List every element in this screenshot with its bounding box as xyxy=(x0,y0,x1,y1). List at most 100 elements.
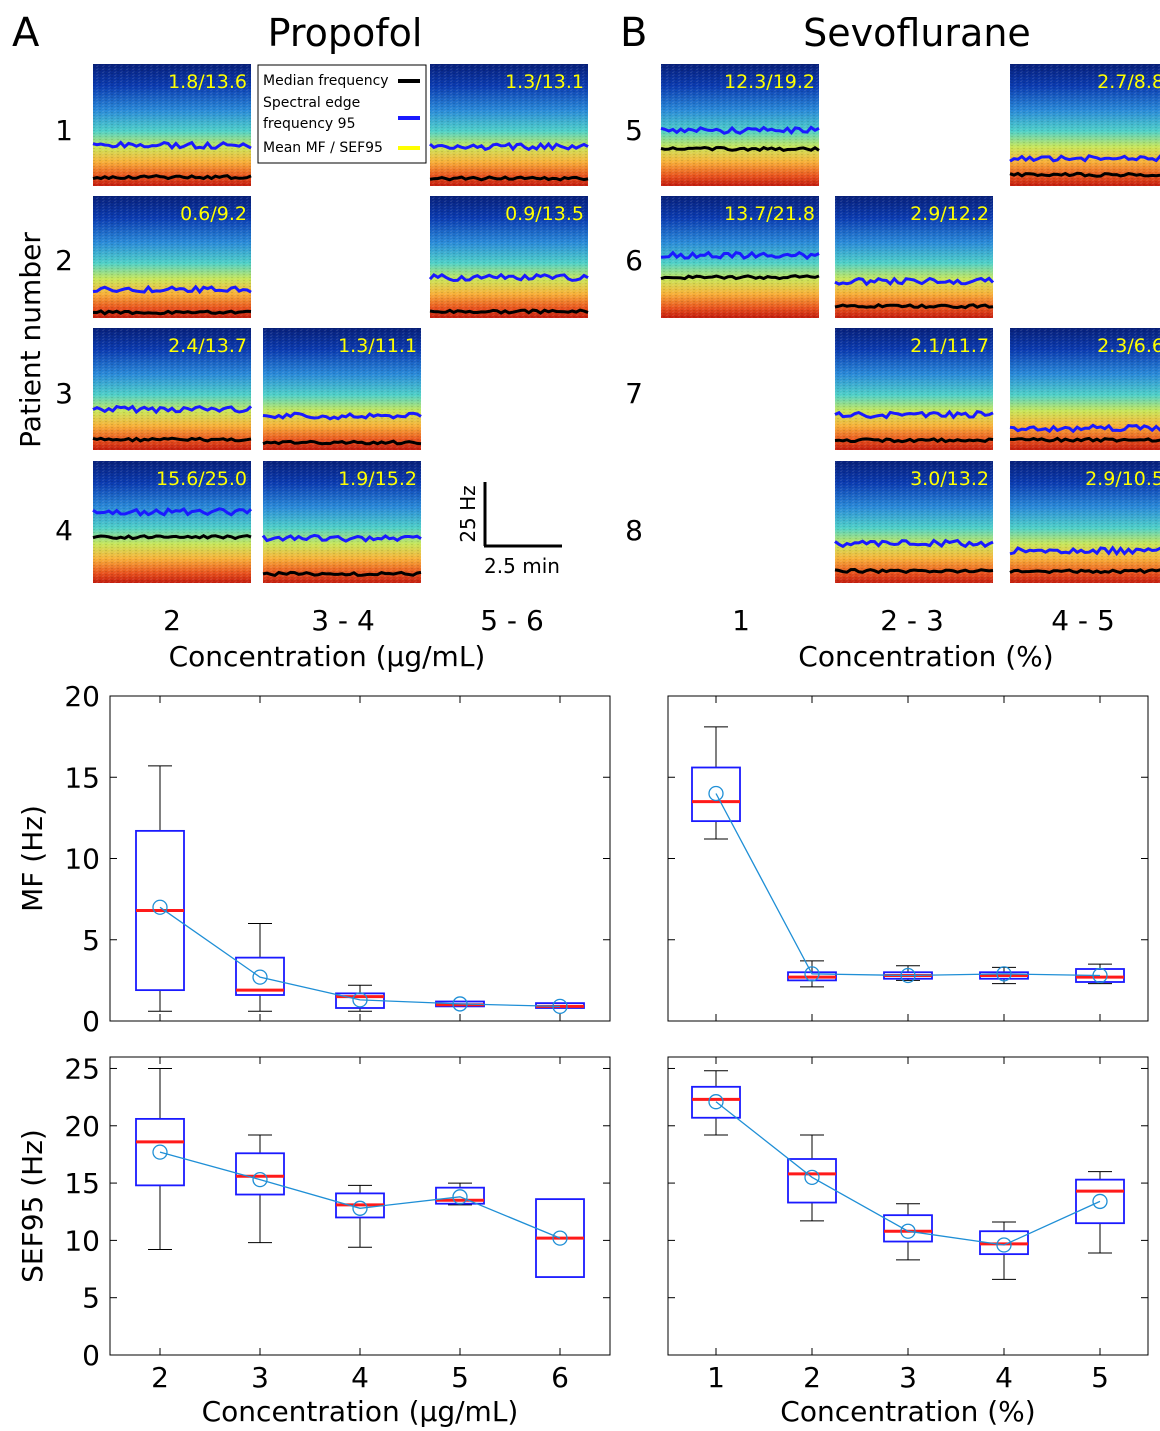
panel-letter-b: B xyxy=(620,10,647,56)
mf-trace xyxy=(262,439,422,446)
tile-mean-label: 15.6/25.0 xyxy=(156,468,247,490)
panel-letter-a: A xyxy=(12,10,40,56)
y-axis-label: SEF95 (Hz) xyxy=(16,1129,49,1283)
spectrogram-texture xyxy=(93,461,251,583)
spectrogram-texture xyxy=(430,64,588,186)
scale-bar-y-label: 25 Hz xyxy=(456,485,480,542)
spectrogram-tile: 15.6/25.0 xyxy=(92,461,253,583)
x-tick-label: 2 xyxy=(151,1361,169,1394)
x-tick-label: 6 xyxy=(551,1361,569,1394)
tile-mean-label: 2.4/13.7 xyxy=(168,335,247,357)
sef95-trace xyxy=(261,533,422,543)
mf-trace xyxy=(1009,171,1160,178)
propofol-spectrogram-grid: 1.8/13.6 1.3/13.1 0.6/9.2 0.9/13.5 2.4/13.7 1… xyxy=(92,64,589,583)
x-tick-label: 4 xyxy=(995,1361,1013,1394)
spectrogram-texture xyxy=(263,328,421,450)
plot-frame xyxy=(109,695,611,1022)
tile-mean-label: 2.9/10.5 xyxy=(1085,468,1160,490)
spectrogram-tile: 1.9/15.2 xyxy=(261,461,422,583)
y-tick-label: 5 xyxy=(82,1282,100,1315)
sevoflurane-mf-boxplot xyxy=(667,695,1149,1022)
x-tick-label: 4 xyxy=(351,1361,369,1394)
y-tick-label: 5 xyxy=(82,924,100,957)
y-tick-label: 25 xyxy=(64,1052,100,1085)
x-tick-label: 3 xyxy=(899,1361,917,1394)
tile-mean-label: 0.6/9.2 xyxy=(180,203,247,225)
y-tick-label: 10 xyxy=(64,843,100,876)
y-tick-label: 20 xyxy=(64,680,100,713)
mf-trace xyxy=(429,175,589,182)
spectrogram-texture xyxy=(835,328,993,450)
x-axis-label: Concentration (%) xyxy=(780,1395,1035,1428)
spectrogram-tile: 2.9/12.2 xyxy=(834,196,995,318)
x-tick-label: 2 xyxy=(803,1361,821,1394)
mf-trace xyxy=(1009,568,1160,575)
mf-trace xyxy=(1009,436,1160,443)
box-2 xyxy=(787,1134,837,1222)
mean-trend-line xyxy=(159,906,561,1008)
mean-marker xyxy=(708,1094,724,1110)
spectrogram-tile: 13.7/21.8 xyxy=(660,196,820,318)
spectrogram-tile: 2.1/11.7 xyxy=(834,328,994,450)
spectrogram-texture xyxy=(93,64,251,186)
spectrogram-tile: 1.8/13.6 xyxy=(92,64,252,186)
title-propofol: Propofol xyxy=(268,11,423,55)
mean-marker xyxy=(804,1169,820,1185)
box-2 xyxy=(135,1067,185,1251)
sef95-trace xyxy=(92,404,253,415)
spectrogram-texture xyxy=(835,461,993,583)
mean-marker xyxy=(152,899,168,915)
mean-marker xyxy=(352,992,368,1008)
patient-label: 5 xyxy=(625,114,643,147)
sef95-trace xyxy=(92,507,253,517)
spectrogram-texture xyxy=(661,64,819,186)
spectrogram-tile: 2.4/13.7 xyxy=(92,328,253,450)
sef95-trace xyxy=(660,250,820,261)
patient-label: 2 xyxy=(55,244,73,277)
legend-mf-label: Median frequency xyxy=(263,73,389,89)
spectrogram-texture xyxy=(835,196,993,318)
tile-mean-label: 1.8/13.6 xyxy=(168,71,247,93)
sef95-trace xyxy=(429,141,589,152)
tile-mean-label: 2.3/6.6 xyxy=(1097,335,1160,357)
y-tick-label: 15 xyxy=(64,761,100,794)
scale-bar: 25 Hz 2.5 min xyxy=(456,482,562,578)
column-label: 2 xyxy=(163,604,181,637)
title-sevoflurane: Sevoflurane xyxy=(803,11,1031,55)
spectrogram-tile: 2.3/6.6 xyxy=(1009,328,1160,450)
legend-sef-label-2: frequency 95 xyxy=(263,116,355,132)
mf-trace xyxy=(92,174,252,181)
iqr-box xyxy=(1075,1178,1125,1225)
sef95-trace xyxy=(834,409,994,420)
mean-trend-line xyxy=(159,1151,561,1239)
tile-mean-label: 1.3/13.1 xyxy=(505,71,584,93)
spectrogram-tile: 1.3/11.1 xyxy=(262,328,422,450)
mean-marker xyxy=(708,785,724,802)
mean-marker xyxy=(1092,1193,1108,1210)
propofol-column-labels: 2 3 - 4 5 - 6 xyxy=(163,604,544,637)
patient-label: 3 xyxy=(55,377,73,410)
iqr-box xyxy=(235,1152,285,1196)
sevoflurane-sef95-boxplot: 1 2 3 4 5 Concentration (%) xyxy=(667,1056,1149,1428)
y-tick-label: 0 xyxy=(82,1005,100,1038)
patient-label: 4 xyxy=(55,514,73,547)
column-label: 2 - 3 xyxy=(880,604,944,637)
mf-trace xyxy=(429,308,589,315)
box-4 xyxy=(335,1184,385,1248)
tile-mean-label: 2.1/11.7 xyxy=(910,335,989,357)
tile-mean-label: 3.0/13.2 xyxy=(910,468,989,490)
tile-mean-label: 2.9/12.2 xyxy=(910,203,989,225)
propofol-patient-labels: 1 2 3 4 xyxy=(55,114,73,547)
x-tick-label: 5 xyxy=(1091,1361,1109,1394)
spectrogram-tile: 2.9/10.5 xyxy=(1009,461,1160,583)
mean-marker xyxy=(900,1223,916,1239)
tile-mean-label: 13.7/21.8 xyxy=(724,203,815,225)
column-label: 3 - 4 xyxy=(311,604,375,637)
patient-label: 7 xyxy=(625,377,643,410)
sef95-trace xyxy=(428,272,589,283)
box-2 xyxy=(135,765,185,1012)
sevoflurane-column-labels: 1 2 - 3 4 - 5 xyxy=(732,604,1115,637)
iqr-box xyxy=(883,1214,933,1243)
spectrogram-texture xyxy=(1010,64,1160,186)
